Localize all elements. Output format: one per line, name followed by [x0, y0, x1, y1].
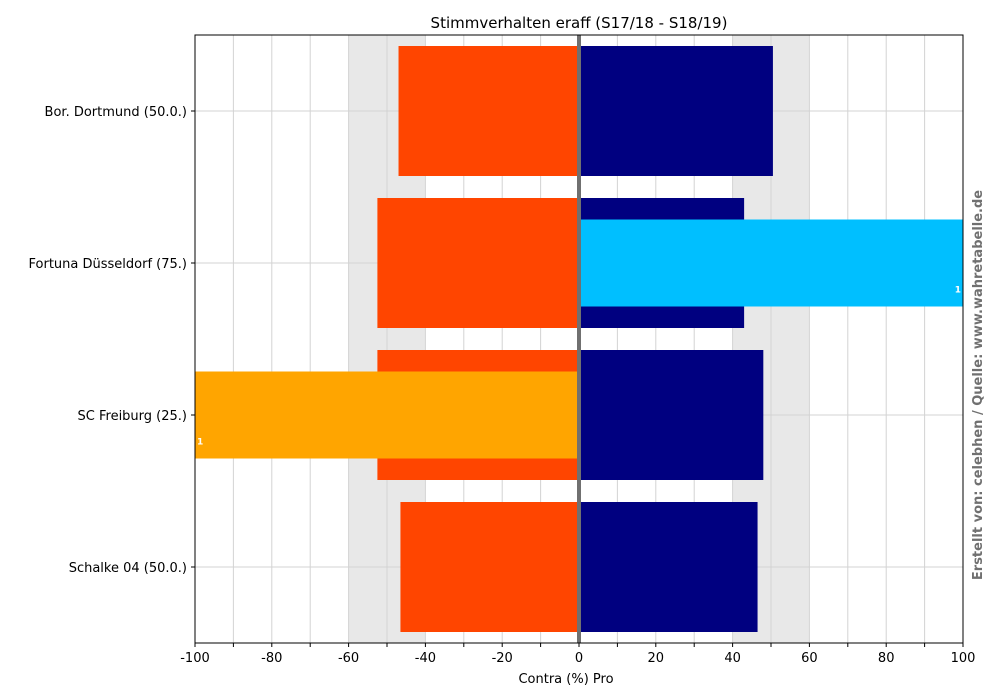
- x-tick-label: 20: [648, 651, 665, 666]
- x-tick-label: -60: [338, 651, 359, 666]
- bar: [579, 46, 773, 176]
- bar: [398, 46, 579, 176]
- x-tick-label: -80: [261, 651, 282, 666]
- x-ticks: -100 -80 -60 -40 -20 0 20 40 60 80 100: [180, 643, 975, 666]
- x-tick-label: 40: [724, 651, 741, 666]
- bars: 11: [195, 46, 963, 632]
- chart-title: Stimmverhalten eraff (S17/18 - S18/19): [431, 14, 728, 32]
- y-tick-label: Bor. Dortmund (50.0.): [45, 105, 187, 120]
- x-tick-label: -20: [492, 651, 513, 666]
- y-tick-label: Schalke 04 (50.0.): [69, 561, 187, 576]
- bar-value-label: 1: [955, 286, 961, 296]
- x-tick-label: 80: [878, 651, 895, 666]
- bar-value-label: 1: [197, 438, 203, 448]
- x-tick-label: 0: [575, 651, 583, 666]
- x-tick-label: 60: [801, 651, 818, 666]
- bar: [400, 502, 579, 632]
- bar: [579, 219, 963, 307]
- y-tick-label: SC Freiburg (25.): [78, 409, 187, 424]
- x-tick-label: -100: [180, 651, 210, 666]
- bar: [579, 502, 758, 632]
- bar: [195, 371, 579, 459]
- x-tick-label: -40: [415, 651, 436, 666]
- credit-text: Erstellt von: celebhen / Quelle: www.wah…: [971, 190, 986, 580]
- y-tick-label: Fortuna Düsseldorf (75.): [29, 257, 187, 272]
- x-axis-label: Contra (%) Pro: [518, 672, 613, 687]
- y-ticks: Bor. Dortmund (50.0.) Fortuna Düsseldorf …: [29, 105, 195, 576]
- x-tick-label: 100: [951, 651, 976, 666]
- bar: [377, 198, 579, 328]
- bar: [579, 350, 764, 480]
